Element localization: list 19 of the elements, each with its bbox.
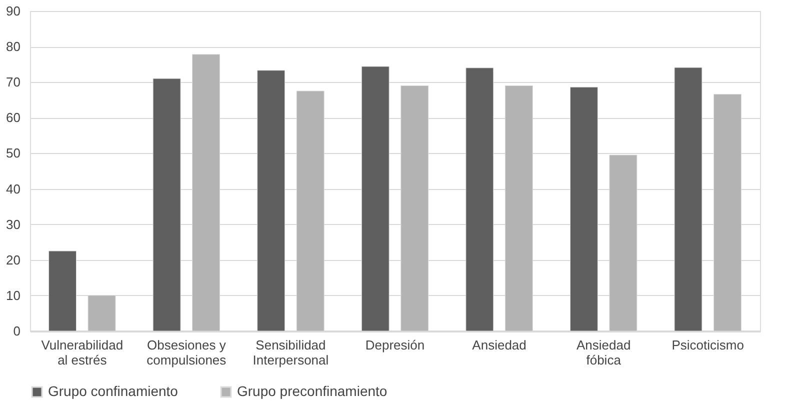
y-tick-label: 80 bbox=[6, 39, 20, 54]
y-tick-label: 90 bbox=[6, 4, 20, 18]
x-tick-label: Obsesiones y compulsiones bbox=[146, 338, 227, 368]
x-tick-label: Ansiedad fóbica bbox=[576, 338, 631, 368]
y-tick-label: 70 bbox=[6, 74, 20, 90]
legend-label: Grupo preconfinamiento bbox=[237, 383, 388, 399]
y-tick-label: 50 bbox=[6, 146, 20, 161]
x-tick-label: Ansiedad bbox=[472, 338, 526, 352]
y-tick-label: 40 bbox=[6, 181, 20, 196]
y-tick-label: 60 bbox=[6, 110, 20, 126]
y-tick-label: 0 bbox=[13, 324, 20, 338]
y-tick-label: 30 bbox=[6, 216, 20, 232]
x-tick-label: Depresión bbox=[365, 338, 425, 352]
x-tick-label: Vulnerabilidad al estrés bbox=[41, 338, 124, 368]
y-tick-label: 20 bbox=[6, 252, 20, 268]
legend-label: Grupo confinamiento bbox=[48, 383, 178, 399]
y-tick-label: 10 bbox=[6, 288, 20, 303]
x-tick-label: Sensibilidad Interpersonal bbox=[252, 338, 329, 368]
x-tick-label: Psicoticismo bbox=[672, 338, 744, 352]
